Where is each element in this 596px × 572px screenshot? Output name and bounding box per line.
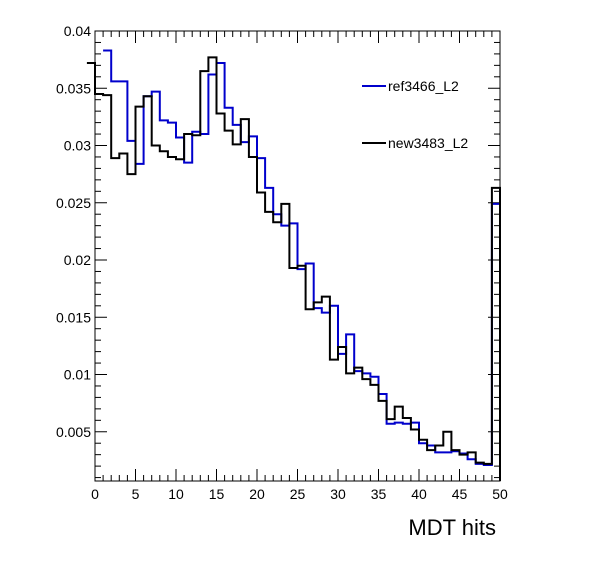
x-tick-label: 25 bbox=[290, 486, 306, 502]
series-new-line bbox=[86, 56, 501, 481]
x-tick-label: 5 bbox=[132, 486, 140, 502]
legend: ref3466_L2 new3483_L2 bbox=[357, 60, 472, 168]
x-tick-label: 35 bbox=[371, 486, 387, 502]
y-tick-label: 0.02 bbox=[64, 252, 91, 268]
x-tick-label: 30 bbox=[330, 486, 346, 502]
legend-label-ref: ref3466_L2 bbox=[388, 78, 459, 94]
x-tick-label: 40 bbox=[411, 486, 427, 502]
x-tick-label: 20 bbox=[249, 486, 265, 502]
x-axis-title: MDT hits bbox=[408, 515, 496, 540]
series-layer bbox=[86, 49, 501, 481]
x-tick-label: 45 bbox=[452, 486, 468, 502]
legend-box bbox=[357, 60, 472, 168]
y-axis: 0.005 0.01 0.015 0.02 0.025 0.03 0.035 0.04 bbox=[56, 23, 500, 479]
x-tick-label: 15 bbox=[209, 486, 225, 502]
y-tick-label: 0.04 bbox=[64, 23, 91, 39]
y-tick-label: 0.01 bbox=[64, 367, 91, 383]
y-tick-label: 0.005 bbox=[56, 424, 91, 440]
x-tick-label: 50 bbox=[492, 486, 508, 502]
legend-label-new: new3483_L2 bbox=[388, 135, 468, 151]
y-tick-label: 0.035 bbox=[56, 80, 91, 96]
x-tick-label: 10 bbox=[168, 486, 184, 502]
y-tick-label: 0.015 bbox=[56, 309, 91, 325]
x-tick-label: 0 bbox=[91, 486, 99, 502]
y-tick-label: 0.03 bbox=[64, 138, 91, 154]
y-tick-label: 0.025 bbox=[56, 195, 91, 211]
x-axis: 0 5 10 15 20 25 30 35 40 45 50 bbox=[91, 31, 508, 502]
